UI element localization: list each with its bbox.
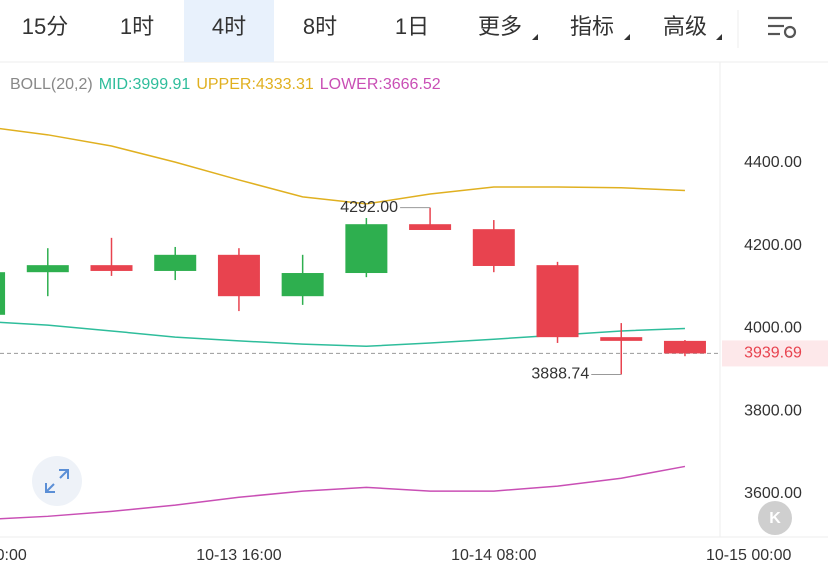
legend-entry: LOWER:3666.52 [320, 76, 441, 93]
last-price-label: 3939.69 [744, 345, 802, 362]
tabs: 15分 1时 4时 8时 1日 更多 指标 高级 [22, 0, 707, 62]
tab[interactable]: 1日 [395, 14, 429, 39]
boll-line [0, 465, 686, 520]
candle-body [281, 273, 324, 297]
active-tab-bg [184, 0, 274, 62]
y-tick-label: 4400.00 [744, 154, 802, 171]
tab[interactable]: 高级 [663, 14, 707, 39]
candle-body [0, 272, 6, 315]
tab[interactable]: 4时 [212, 14, 246, 39]
k-button[interactable]: K [758, 501, 792, 535]
tab[interactable]: 15分 [22, 14, 68, 39]
expand-button[interactable] [32, 456, 82, 506]
tab[interactable]: 更多 [478, 14, 522, 39]
boll-line [0, 127, 685, 205]
legend-entry: UPPER:4333.31 [196, 76, 314, 93]
last-price-box [722, 340, 828, 367]
plot: 4292.00 3888.74 [0, 127, 720, 520]
candle-body [345, 224, 388, 274]
y-tick-label: 4200.00 [744, 237, 802, 254]
y-tick-label: 3600.00 [744, 485, 802, 502]
svg-text:K: K [769, 510, 781, 527]
axes: 3600.00 3800.00 4000.00 4200.00 4400.00 10-13… [0, 154, 828, 564]
candle-body [600, 337, 643, 341]
x-tick-label: 10-13 16:00 [196, 547, 282, 564]
x-tick-label: 10-15 00:00 [706, 547, 792, 564]
tab[interactable]: 8时 [303, 14, 337, 39]
annotation: 4292.00 [340, 199, 398, 216]
candle-body [409, 224, 452, 230]
tab[interactable]: 1时 [120, 14, 154, 39]
candle-body [472, 229, 515, 266]
candle-body [536, 265, 579, 338]
indicator-legend: BOLL(20,2) MID:3999.91 UPPER:4333.31 LOWER:… [10, 76, 441, 93]
legend-entry: MID:3999.91 [99, 76, 191, 93]
annotation: 3888.74 [531, 366, 589, 383]
candle-body [26, 265, 69, 273]
y-tick-label: 3800.00 [744, 402, 802, 419]
dropdown-arrow [716, 34, 722, 40]
candle-body [90, 265, 133, 271]
dropdown-arrow [532, 34, 538, 40]
candle-body [663, 340, 706, 354]
indicator-name: BOLL(20,2) [10, 76, 93, 93]
dropdown-arrow [624, 34, 630, 40]
tab[interactable]: 指标 [570, 14, 614, 39]
y-tick-label: 4000.00 [744, 320, 802, 337]
candle-body [154, 254, 197, 271]
candle-body [217, 254, 260, 297]
x-tick-label: 10-13 00:00 [0, 547, 27, 564]
settings-icon[interactable] [768, 16, 797, 39]
x-tick-label: 10-14 08:00 [451, 547, 537, 564]
